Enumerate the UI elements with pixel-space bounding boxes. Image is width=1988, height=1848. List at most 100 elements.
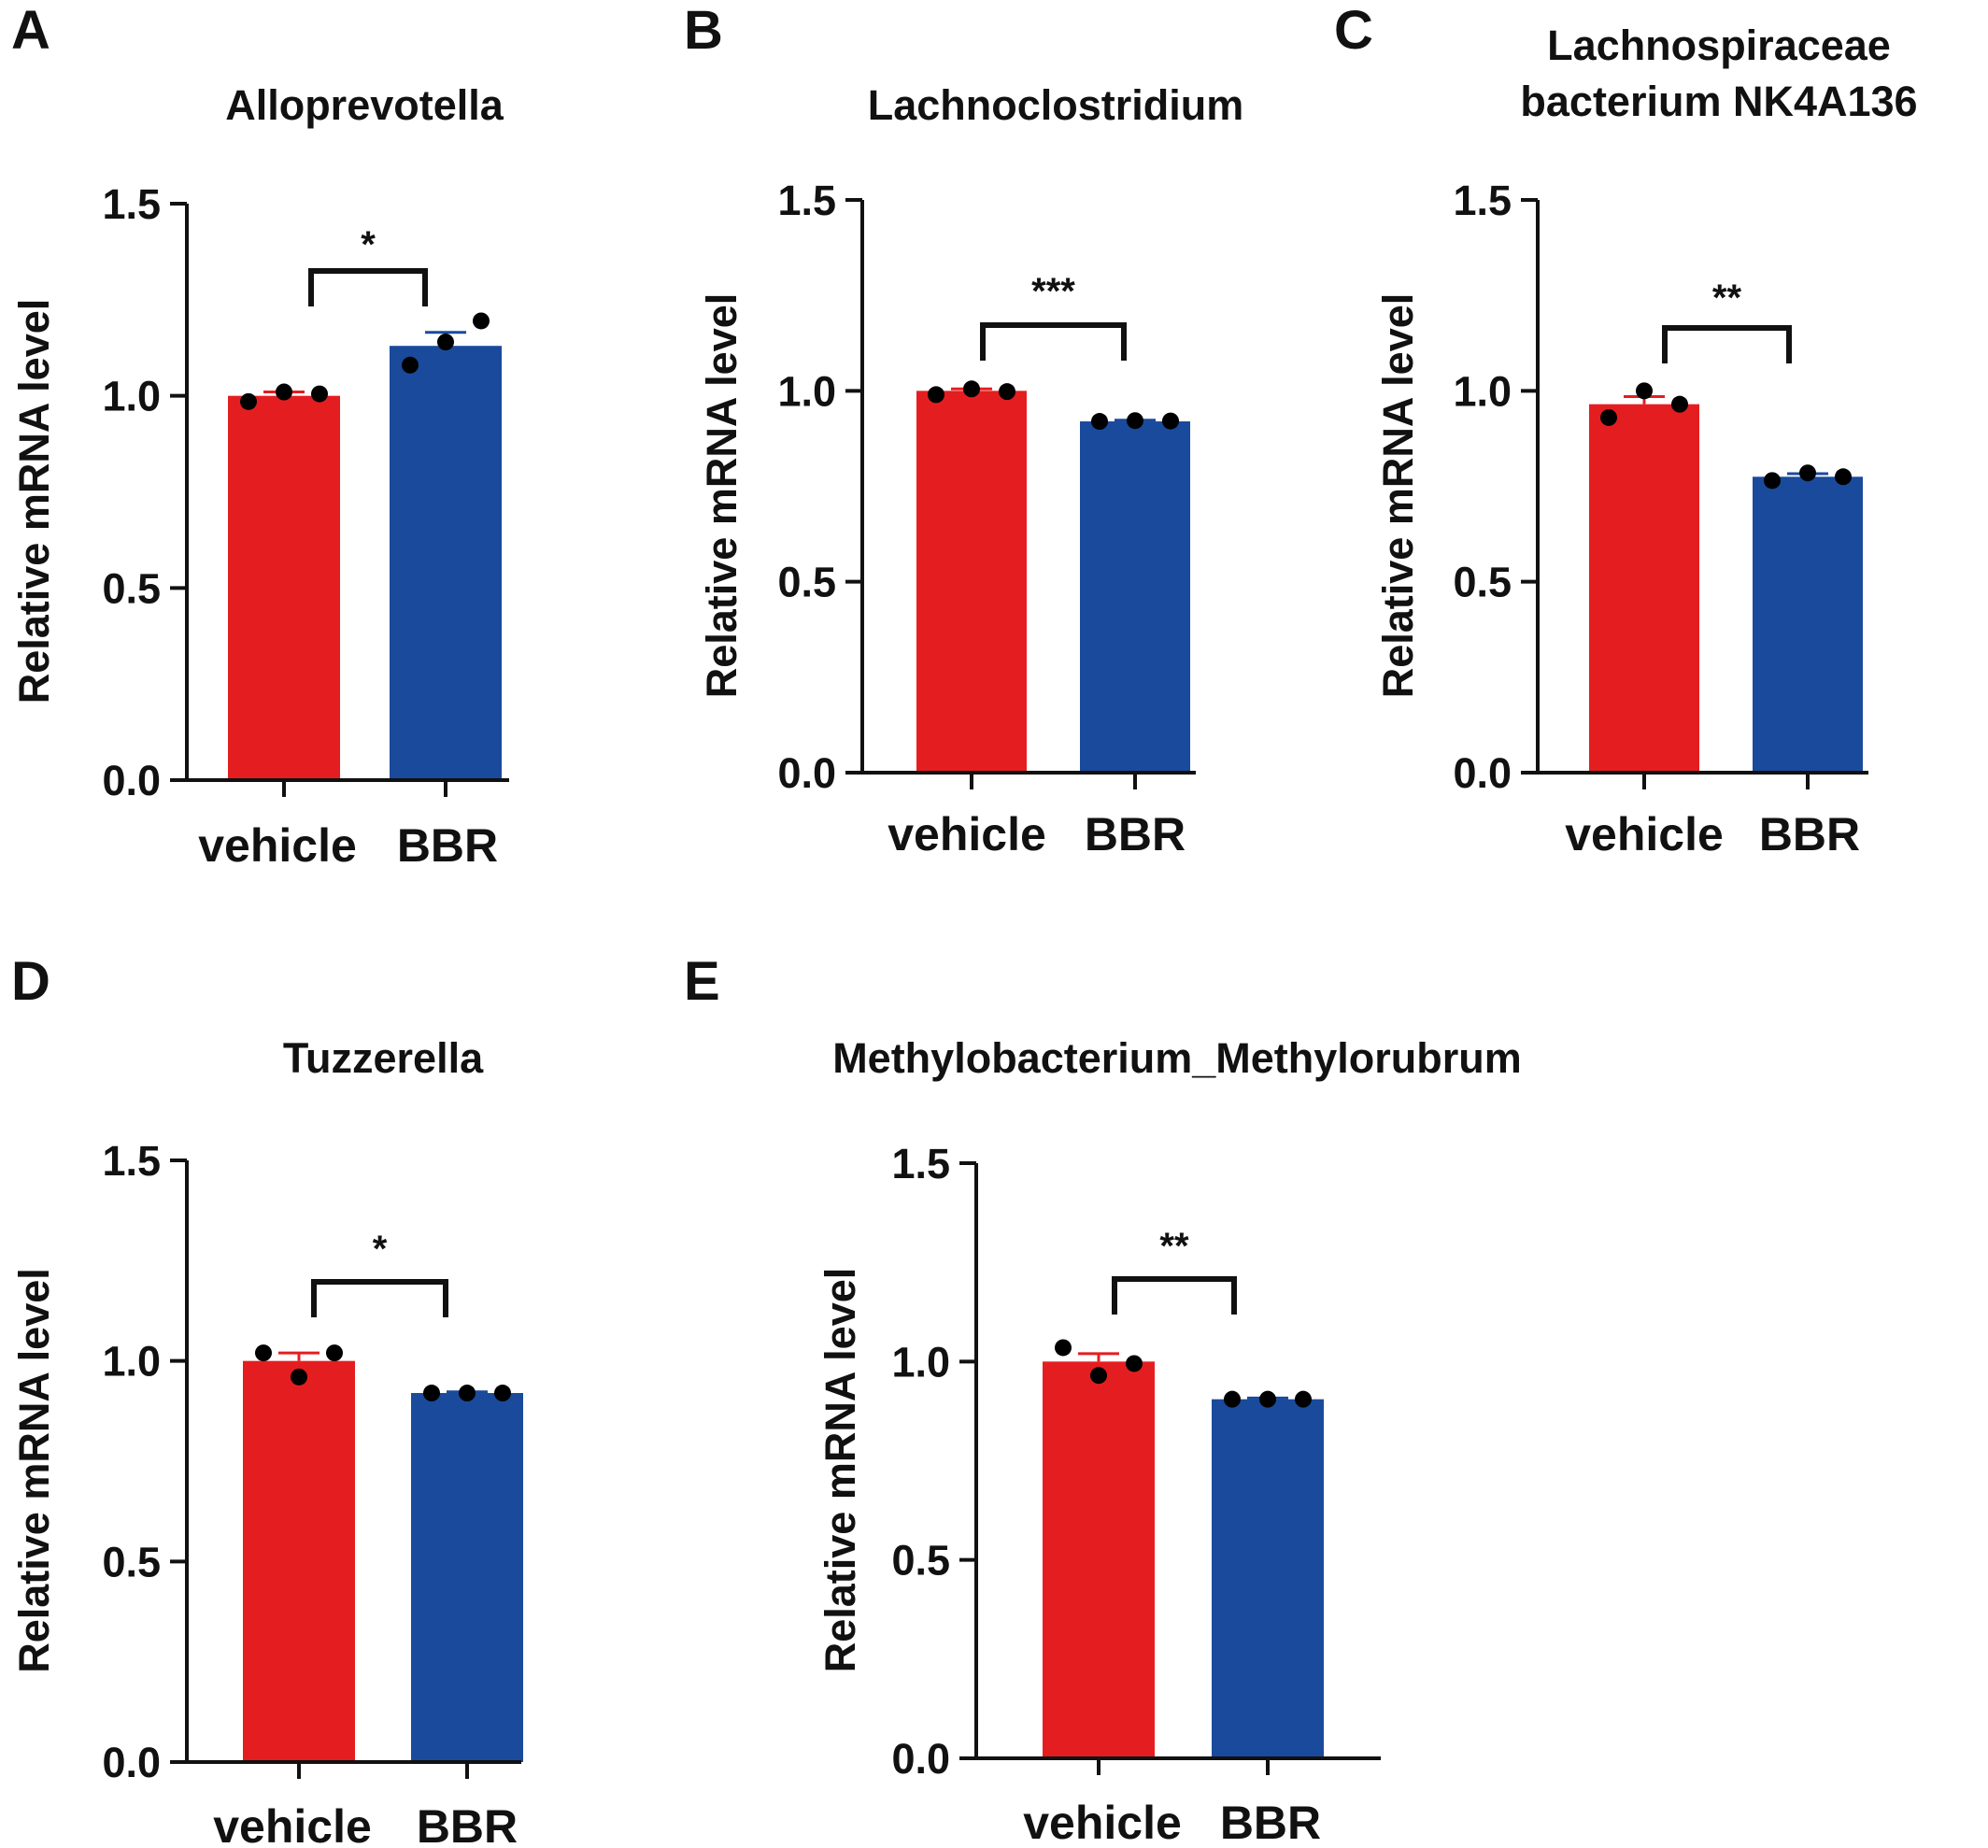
significance-label: ** <box>1712 277 1742 319</box>
y-tick-label: 1.5 <box>102 1137 161 1185</box>
y-tick-label: 0.0 <box>777 749 836 797</box>
significance-bracket <box>1112 1276 1237 1315</box>
y-tick-label: 1.5 <box>777 177 836 224</box>
y-tick-label: 1.5 <box>102 180 161 228</box>
chart-title: Tuzzerella <box>283 1034 484 1082</box>
significance-label: *** <box>1031 271 1075 312</box>
bar-bbr <box>1080 421 1190 773</box>
significance-bracket <box>1662 325 1792 363</box>
bar-vehicle <box>228 395 340 780</box>
y-tick-label: 1.0 <box>891 1338 950 1386</box>
bar-vehicle <box>1043 1361 1155 1758</box>
y-tick-label: 0.5 <box>102 564 161 612</box>
chart-panel-b: B Lachnoclostridium Relative mRNA level 0.0… <box>684 0 1243 860</box>
data-point <box>1636 382 1653 400</box>
bar-vehicle <box>916 391 1027 773</box>
y-tick-label: 0.5 <box>777 559 836 606</box>
data-point <box>1671 395 1688 413</box>
y-axis-title: Relative mRNA level <box>10 1268 58 1673</box>
significance-label: * <box>373 1229 388 1270</box>
data-point <box>1764 472 1781 490</box>
data-point <box>1126 1355 1143 1372</box>
data-point <box>1295 1390 1312 1408</box>
y-axis-title: Relative mRNA level <box>698 293 746 699</box>
panel-letter: B <box>684 0 723 61</box>
data-point <box>291 1368 307 1386</box>
data-point <box>1799 464 1816 482</box>
x-tick-label: BBR <box>1759 808 1860 860</box>
bar-bbr <box>411 1393 523 1762</box>
data-point <box>1259 1390 1276 1408</box>
x-tick-label: vehicle <box>198 819 357 872</box>
panel-letter: A <box>11 0 50 61</box>
chart-title: Lachnospiraceae <box>1547 21 1891 69</box>
data-point <box>928 386 944 404</box>
y-axis-title: Relative mRNA level <box>816 1268 864 1673</box>
bar-bbr <box>1753 476 1863 773</box>
data-point <box>963 380 980 398</box>
y-tick-label: 0.0 <box>891 1735 950 1783</box>
data-point <box>326 1344 343 1362</box>
y-axis-title: Relative mRNA level <box>10 299 58 704</box>
y-tick-label: 1.0 <box>1453 367 1512 415</box>
x-tick-label: vehicle <box>1565 808 1724 860</box>
data-point <box>402 356 419 374</box>
chart-title: Methylobacterium_Methylorubrum <box>832 1034 1522 1082</box>
x-tick-label: BBR <box>1085 808 1186 860</box>
data-point <box>240 392 257 410</box>
data-point <box>1162 412 1179 430</box>
y-tick-label: 0.5 <box>1453 559 1512 606</box>
y-tick-label: 1.0 <box>102 1338 161 1386</box>
x-tick-label: BBR <box>1220 1797 1321 1848</box>
panel-letter: E <box>684 951 720 1012</box>
chart-panel-d: D Tuzzerella Relative mRNA level 0.0 0.5 1.0 1… <box>10 951 523 1848</box>
y-axis-title: Relative mRNA level <box>1374 293 1422 699</box>
chart-panel-e: E Methylobacterium_Methylorubrum Relative … <box>684 951 1522 1848</box>
y-tick-label: 0.0 <box>102 757 161 804</box>
data-point <box>1055 1339 1072 1357</box>
data-point <box>311 385 328 403</box>
data-point <box>999 383 1015 401</box>
x-tick-label: BBR <box>417 1800 518 1848</box>
data-point <box>473 312 490 330</box>
data-point <box>276 383 292 401</box>
chart-title: Lachnoclostridium <box>868 81 1244 129</box>
bar-vehicle <box>243 1360 355 1762</box>
data-point <box>1127 412 1143 430</box>
significance-label: ** <box>1159 1226 1189 1267</box>
data-point <box>1600 408 1617 426</box>
x-tick-label: BBR <box>397 819 498 872</box>
significance-bracket <box>311 1279 448 1317</box>
chart-panel-c: C Lachnospiraceae bacterium NK4A136 Relativ… <box>1334 0 1918 860</box>
data-point <box>255 1344 272 1362</box>
data-point <box>1090 1367 1107 1385</box>
y-tick-label: 0.0 <box>102 1739 161 1786</box>
data-point <box>437 334 454 351</box>
chart-panel-a: A Alloprevotella Relative mRNA level 0.0 0.5… <box>10 0 509 872</box>
y-tick-label: 1.0 <box>102 373 161 420</box>
panel-letter: D <box>11 951 50 1012</box>
data-point <box>1835 468 1852 486</box>
bar-bbr <box>1212 1399 1324 1758</box>
y-tick-label: 0.5 <box>891 1537 950 1585</box>
y-tick-label: 0.0 <box>1453 749 1512 797</box>
significance-bracket <box>980 322 1127 361</box>
bar-vehicle <box>1589 404 1699 773</box>
chart-title: bacterium NK4A136 <box>1520 78 1917 125</box>
x-tick-label: vehicle <box>1023 1797 1182 1848</box>
data-point <box>494 1385 511 1402</box>
significance-bracket <box>308 268 428 306</box>
x-tick-label: vehicle <box>888 808 1046 860</box>
x-tick-label: vehicle <box>213 1800 372 1848</box>
y-tick-label: 1.5 <box>891 1140 950 1187</box>
panel-letter: C <box>1334 0 1373 61</box>
data-point <box>423 1385 440 1402</box>
chart-title: Alloprevotella <box>225 81 504 129</box>
y-tick-label: 0.5 <box>102 1538 161 1585</box>
significance-label: * <box>361 224 376 265</box>
data-point <box>459 1385 476 1402</box>
y-tick-label: 1.0 <box>777 367 836 415</box>
bar-bbr <box>390 346 502 780</box>
data-point <box>1224 1390 1241 1408</box>
